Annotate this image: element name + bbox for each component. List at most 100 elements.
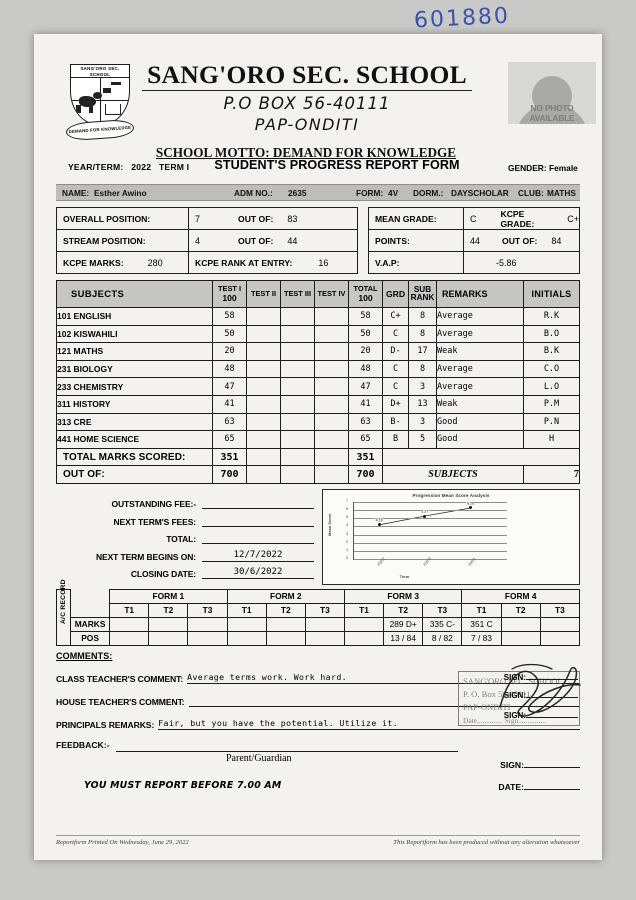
club-value: MATHS: [547, 188, 576, 198]
term-header: T2: [148, 602, 189, 618]
house-teacher-row: HOUSE TEACHER'S COMMENT:: [56, 688, 580, 707]
th-test4: TEST IV: [314, 280, 349, 308]
footer-disclaimer: This Reportform has been produced withou…: [393, 839, 580, 846]
chart-plot-area: 0 1 2 3 4 5 6 7 4.19 F3T2 5.27 F3T3 6.26 F4T1: [346, 499, 507, 567]
table-row: 102 KISWAHILI 50 50 C 8 Average B.O: [56, 324, 580, 344]
overall-out-of-label: OUT OF:: [238, 213, 274, 224]
test3-score: [280, 394, 315, 414]
test2-score: [246, 307, 281, 326]
gender-label: GENDER:: [508, 163, 547, 173]
sub-rank: 8: [408, 359, 437, 379]
th-remarks: REMARKS: [436, 280, 524, 308]
outstanding-fee-row: OUTSTANDING FEE:-: [56, 492, 314, 510]
grade: C: [382, 324, 409, 344]
grade: D-: [382, 342, 409, 361]
chart-point-label: 4.19: [375, 518, 384, 523]
next-term-fees-value[interactable]: [202, 525, 314, 527]
stream-position-value: 4: [195, 235, 201, 246]
th-test1: TEST I 100: [212, 280, 247, 308]
fees-total-value[interactable]: [202, 542, 314, 545]
principal-remarks[interactable]: Fair, but you have the potential. Utiliz…: [158, 718, 580, 730]
teacher-initials: P.M: [523, 394, 580, 414]
marks-cell: [343, 616, 385, 632]
marks-row-label: MARKS: [69, 616, 111, 632]
total-marks-t1: 351: [212, 447, 247, 467]
chart-gridline: [354, 510, 507, 512]
total-score: 58: [348, 307, 383, 326]
remark: Weak: [436, 394, 524, 414]
overall-position-value: 7: [195, 213, 201, 224]
total-score: 48: [348, 359, 383, 379]
student-name: Esther Awino: [94, 188, 147, 198]
sign-label-2-text: SIGN:: [503, 690, 526, 700]
dorm-label: DORM.:: [413, 188, 444, 198]
test3-score: [280, 377, 315, 396]
closing-date-value[interactable]: 30/6/2022: [202, 567, 314, 580]
pos-cell: [187, 630, 228, 646]
feedback-line[interactable]: [116, 750, 458, 752]
next-term-begins-value[interactable]: 12/7/2022: [202, 550, 314, 562]
test1-score: 63: [212, 412, 247, 432]
ac-record-side-label: A/C RECORD: [56, 579, 71, 646]
vap-label: V.A.P:: [369, 252, 464, 273]
grade: C: [382, 359, 409, 379]
points-label: POINTS:: [369, 230, 464, 251]
teacher-initials: C.O: [523, 359, 580, 379]
test1-score: 47: [212, 377, 247, 396]
subjects-table-body: 101 ENGLISH 58 58 C+ 8 Average R.K 102 KISWAHIL…: [56, 307, 580, 449]
test2-score: [246, 342, 281, 361]
photo-silhouette-body: [516, 104, 588, 124]
test4-score: [314, 412, 349, 432]
test3-score: [280, 430, 315, 449]
term-header: T1: [226, 602, 267, 618]
kcpe-marks-label: KCPE MARKS:: [63, 257, 124, 268]
sub-rank: 3: [408, 377, 437, 396]
th-total-label: TOTAL: [353, 284, 378, 294]
pos-cell: [148, 630, 189, 646]
house-teacher-label: HOUSE TEACHER'S COMMENT:: [56, 696, 185, 707]
school-po-box: P.O BOX 56-40111: [223, 94, 391, 113]
th-test1-label: TEST I: [218, 284, 241, 294]
marks-cell: [500, 616, 541, 632]
subjects-word: SUBJECTS: [382, 465, 524, 484]
school-place: PAP-ONDITI: [254, 115, 360, 134]
th-test2: TEST II: [246, 280, 281, 308]
class-teacher-comment[interactable]: Average terms work. Work hard.: [187, 672, 580, 684]
total-marks-t2: [246, 447, 281, 467]
marks-cell: 335 C-: [422, 616, 463, 632]
feedback-sign-row: SIGN:: [500, 758, 580, 770]
test2-score: [246, 430, 281, 449]
marks-cell: 351 C: [461, 616, 502, 632]
chart-ytick: 6: [346, 507, 349, 512]
sub-rank: 17: [408, 342, 437, 361]
stamp-line-4: Date.............. Sign...............: [463, 715, 546, 725]
principal-row: PRINCIPALS REMARKS: Fair, but you have t…: [56, 711, 580, 730]
chart-gridline: [354, 534, 507, 536]
kcpe-grade-label: KCPE GRADE:: [500, 208, 535, 229]
mean-grade-row: MEAN GRADE: C KCPE GRADE: C+: [369, 208, 579, 230]
subject-name: 101 ENGLISH: [56, 307, 213, 326]
house-teacher-comment[interactable]: [188, 705, 580, 707]
sub-rank: 8: [408, 307, 437, 326]
principal-label: PRINCIPALS REMARKS:: [56, 719, 155, 730]
points-value: 44: [470, 235, 481, 246]
dorm-value: DAYSCHOLAR: [451, 188, 509, 198]
adm-number: 2635: [288, 188, 307, 198]
ac-record-form-header-row: A/C RECORD FORM 1 FORM 2 FORM 3 FORM 4: [56, 579, 580, 646]
term-header: T1: [343, 602, 385, 618]
pos-cell: [343, 630, 385, 646]
chart-ytick: 3: [346, 531, 349, 536]
th-test3: TEST III: [280, 280, 315, 308]
remark: Good: [436, 430, 524, 449]
stream-position-row: STREAM POSITION: 4 OUT OF: 44: [57, 230, 357, 252]
marks-cell: 289 D+: [383, 616, 424, 632]
pos-cell: 7 / 83: [461, 630, 502, 646]
class-teacher-label: CLASS TEACHER'S COMMENT:: [56, 673, 184, 684]
outstanding-fee-value[interactable]: [202, 507, 314, 510]
test2-score: [246, 377, 281, 396]
outstanding-fee-label: OUTSTANDING FEE:-: [111, 499, 196, 510]
th-total: TOTAL 100: [348, 280, 383, 308]
form-3-header: FORM 3: [343, 588, 463, 604]
feedback-date-row: DATE:: [498, 780, 580, 792]
